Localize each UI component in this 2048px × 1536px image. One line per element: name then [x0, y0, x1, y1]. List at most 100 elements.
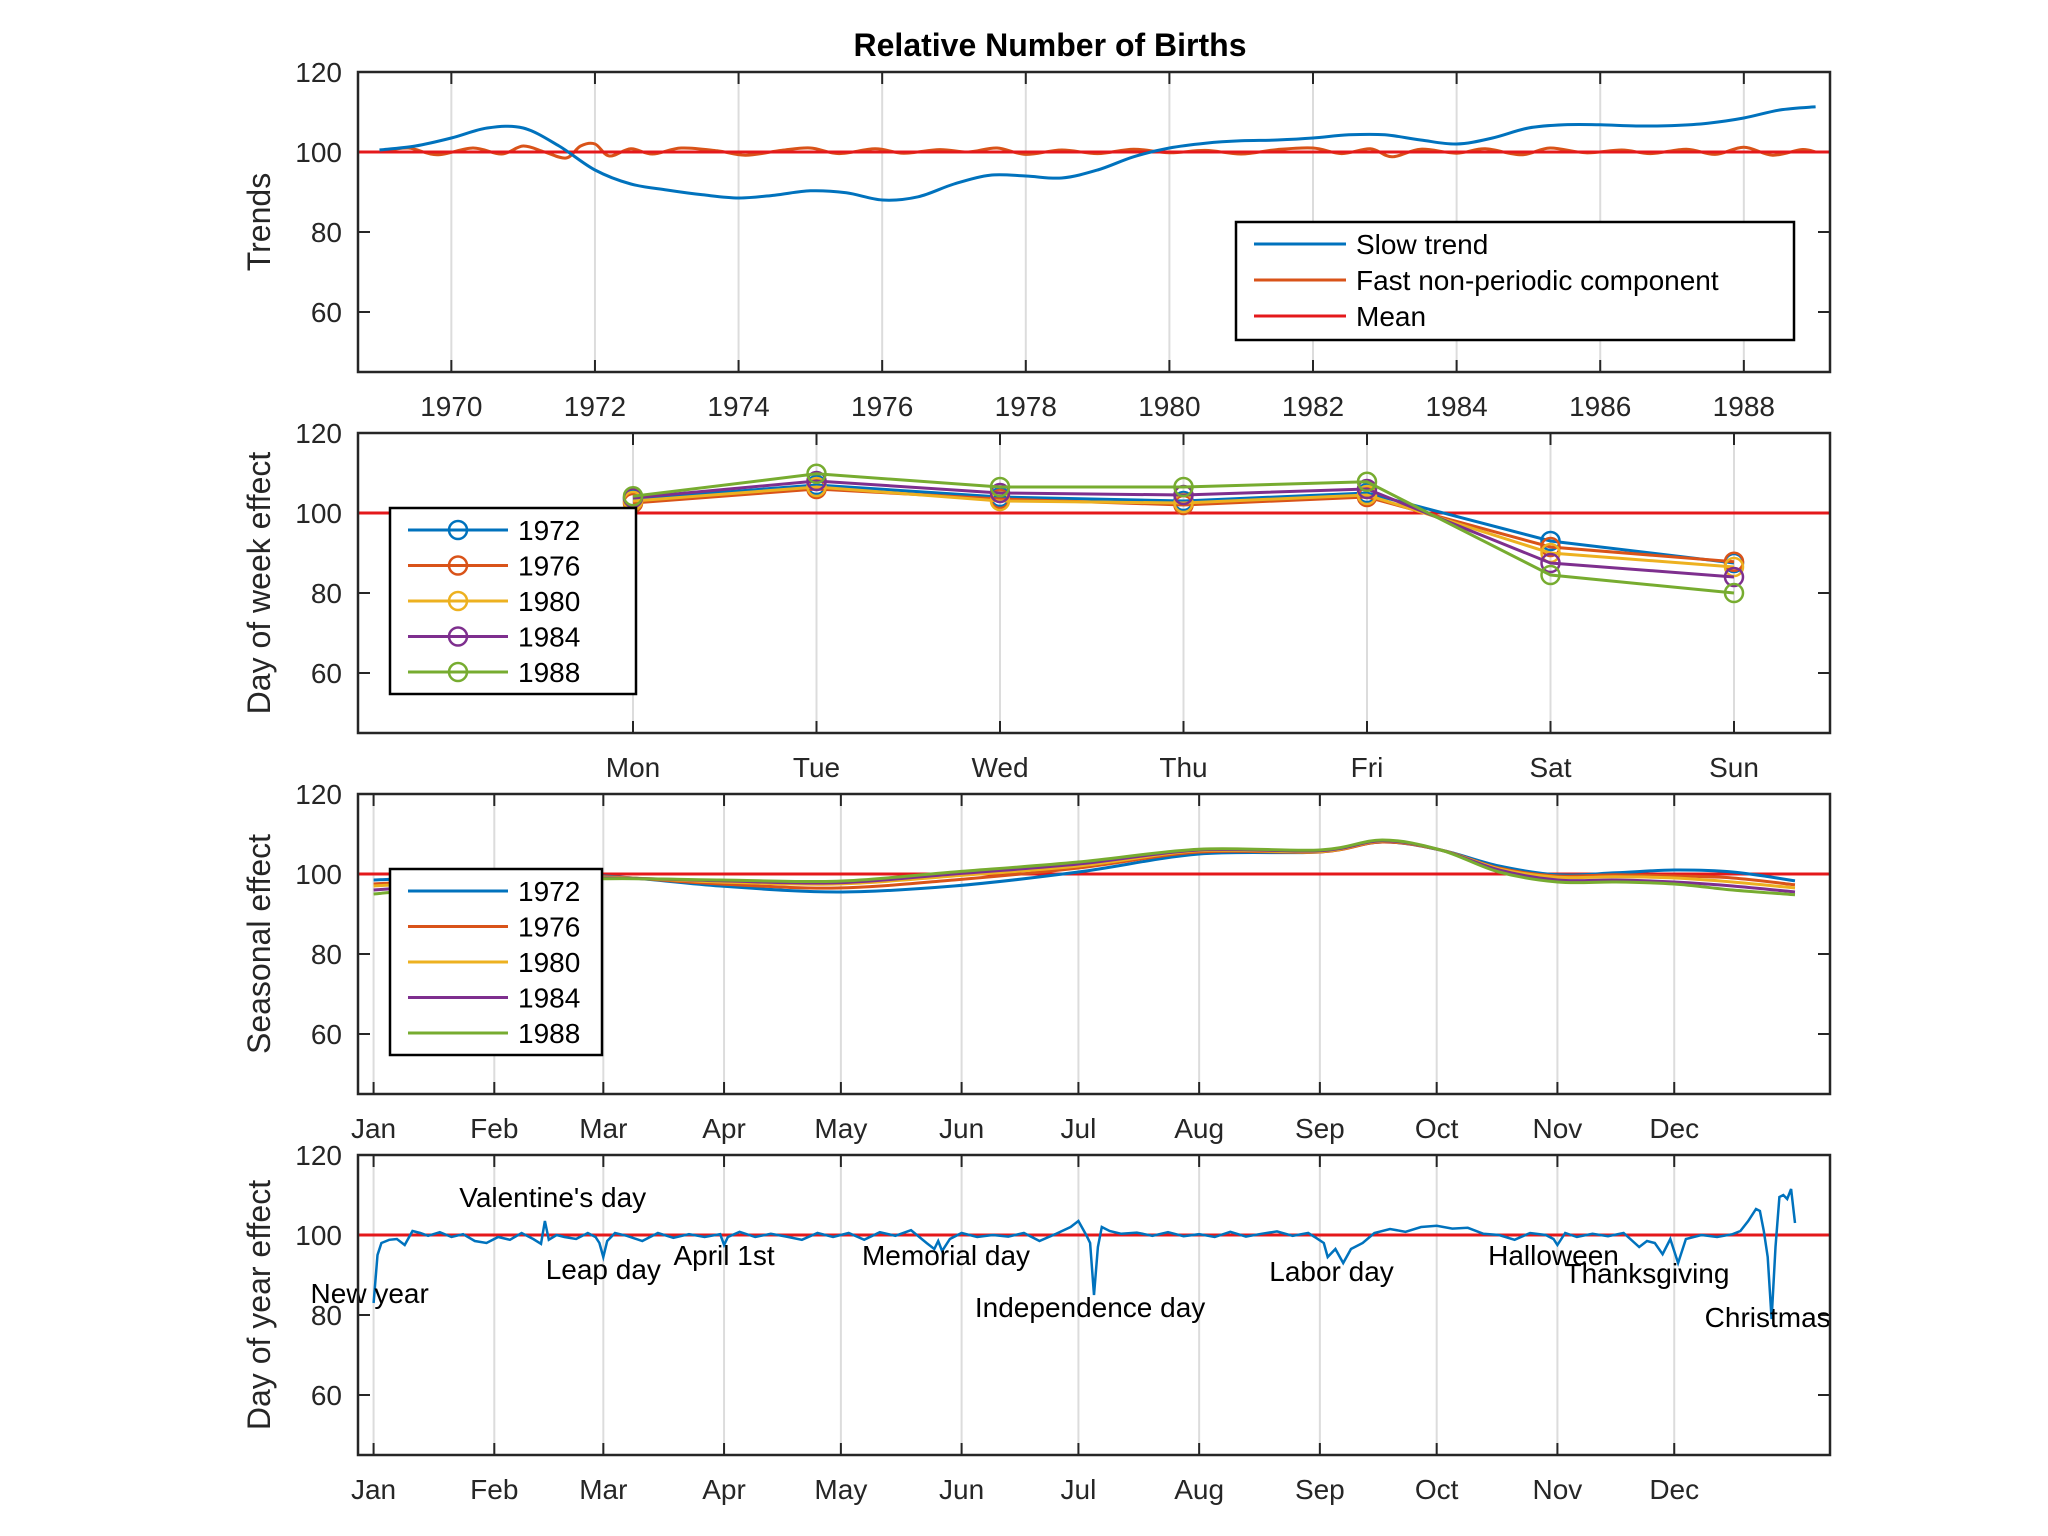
day-of-week-panel: 60 80 100 120 Day of week effect Mon Tue Wed Thu…: [241, 418, 1832, 783]
legend-label-1976: 1976: [518, 912, 580, 943]
y-tick-label: 80: [311, 939, 342, 970]
x-tick-label: Dec: [1649, 1474, 1699, 1505]
y-axis-label: Seasonal effect: [241, 834, 277, 1054]
x-tick-label: Sep: [1295, 1113, 1345, 1144]
x-tick-label: Jul: [1061, 1113, 1097, 1144]
y-tick-label: 100: [295, 1220, 342, 1251]
legend-label-fast: Fast non-periodic component: [1356, 265, 1719, 296]
x-tick-label: Nov: [1533, 1474, 1583, 1505]
point-1984-wed: [989, 482, 1011, 504]
annotation-christmas: Christmas: [1705, 1302, 1831, 1333]
series-1988: [373, 838, 1796, 897]
point-1988-wed: [989, 476, 1011, 498]
y-tick-label: 120: [295, 779, 342, 810]
x-tick-label: Wed: [971, 752, 1028, 783]
legend-marker-1984: [447, 626, 469, 647]
x-tick-label: Feb: [470, 1113, 518, 1144]
x-tick-label: Nov: [1533, 1113, 1583, 1144]
x-tick-label: 1970: [420, 391, 482, 422]
x-tick-label: Feb: [470, 1474, 518, 1505]
annotation-new-year: New year: [311, 1278, 429, 1309]
x-tick-label: 1974: [707, 391, 769, 422]
y-tick-label: 80: [311, 217, 342, 248]
x-tick-label: Oct: [1415, 1113, 1459, 1144]
legend-label-1988: 1988: [518, 1018, 580, 1049]
series-1972: [632, 483, 1735, 565]
x-tick-label: May: [814, 1113, 867, 1144]
y-tick-label: 100: [295, 137, 342, 168]
axes-frame: [356, 792, 1832, 1096]
axes-frame: [356, 431, 1832, 735]
x-tick-label: 1980: [1138, 391, 1200, 422]
x-tick-label: 1988: [1713, 391, 1775, 422]
x-tick-label: 1982: [1282, 391, 1344, 422]
x-tick-label: Oct: [1415, 1474, 1459, 1505]
x-tick-label: Jun: [939, 1113, 984, 1144]
y-axis-label: Day of week effect: [241, 452, 277, 715]
x-tick-label: Jul: [1061, 1474, 1097, 1505]
x-tick-label: Tue: [793, 752, 840, 783]
point-1984-tue: [806, 470, 827, 492]
y-axis-label: Day of year effect: [241, 1180, 277, 1430]
point-1976-sat: [1540, 536, 1561, 558]
x-tick-label: Mar: [579, 1113, 627, 1144]
y-tick-label: 60: [311, 658, 342, 689]
legend-marker-1976: [447, 555, 469, 576]
annotation-valentine-s-day: Valentine's day: [459, 1182, 646, 1213]
axes-frame: [356, 1153, 1832, 1457]
y-tick-label: 120: [295, 57, 342, 88]
x-tick-label: Thu: [1159, 752, 1207, 783]
x-tick-label: May: [814, 1474, 867, 1505]
legend-label-mean: Mean: [1356, 301, 1426, 332]
x-tick-label: Mar: [579, 1474, 627, 1505]
point-1988-fri: [1356, 471, 1378, 493]
x-tick-label: Jan: [351, 1474, 396, 1505]
x-tick-label: Sun: [1709, 752, 1759, 783]
point-1988-thu: [1173, 476, 1194, 498]
point-1984-sat: [1540, 552, 1561, 574]
point-1980-fri: [1356, 484, 1378, 506]
x-tick-label: Fri: [1351, 752, 1384, 783]
y-tick-label: 100: [295, 498, 342, 529]
point-1984-fri: [1356, 478, 1378, 500]
x-tick-label: 1984: [1425, 391, 1487, 422]
x-tick-label: Aug: [1174, 1113, 1224, 1144]
annotation-halloween: Halloween: [1488, 1240, 1619, 1271]
y-tick-label: 80: [311, 1300, 342, 1331]
point-1972-sat: [1540, 530, 1561, 552]
x-tick-label: Apr: [702, 1474, 746, 1505]
y-tick-label: 80: [311, 578, 342, 609]
chart-title: Relative Number of Births: [854, 27, 1247, 63]
point-1988-sat: [1540, 564, 1561, 586]
legend-label-1972: 1972: [518, 876, 580, 907]
point-1980-tue: [806, 476, 827, 498]
legend-label-1984: 1984: [518, 983, 580, 1014]
y-tick-label: 60: [311, 1380, 342, 1411]
legend-marker-1980: [447, 590, 469, 612]
legend-marker-1972: [447, 519, 469, 541]
series-slow-trend: [379, 105, 1816, 202]
annotation-leap-day: Leap day: [546, 1254, 661, 1285]
legend-label-1972: 1972: [518, 515, 580, 546]
y-axis-label: Trends: [241, 173, 277, 271]
legend-label-1980: 1980: [518, 586, 580, 617]
x-tick-label: 1986: [1569, 391, 1631, 422]
annotation-thanksgiving: Thanksgiving: [1564, 1258, 1729, 1289]
x-tick-label: Aug: [1174, 1474, 1224, 1505]
x-tick-label: 1978: [995, 391, 1057, 422]
y-tick-label: 60: [311, 297, 342, 328]
point-1984-sun: [1723, 566, 1745, 588]
x-tick-label: Jan: [351, 1113, 396, 1144]
legend-label-1988: 1988: [518, 657, 580, 688]
annotation-memorial-day: Memorial day: [862, 1240, 1030, 1271]
legend-label-1976: 1976: [518, 551, 580, 582]
y-tick-label: 60: [311, 1019, 342, 1050]
annotation-april-1st: April 1st: [673, 1240, 774, 1271]
x-tick-label: Mon: [606, 752, 660, 783]
point-1988-sun: [1723, 582, 1745, 604]
x-tick-label: 1972: [564, 391, 626, 422]
annotation-labor-day: Labor day: [1269, 1256, 1394, 1287]
series-day-of-year: [372, 1188, 1797, 1320]
series-1988: [632, 472, 1735, 595]
